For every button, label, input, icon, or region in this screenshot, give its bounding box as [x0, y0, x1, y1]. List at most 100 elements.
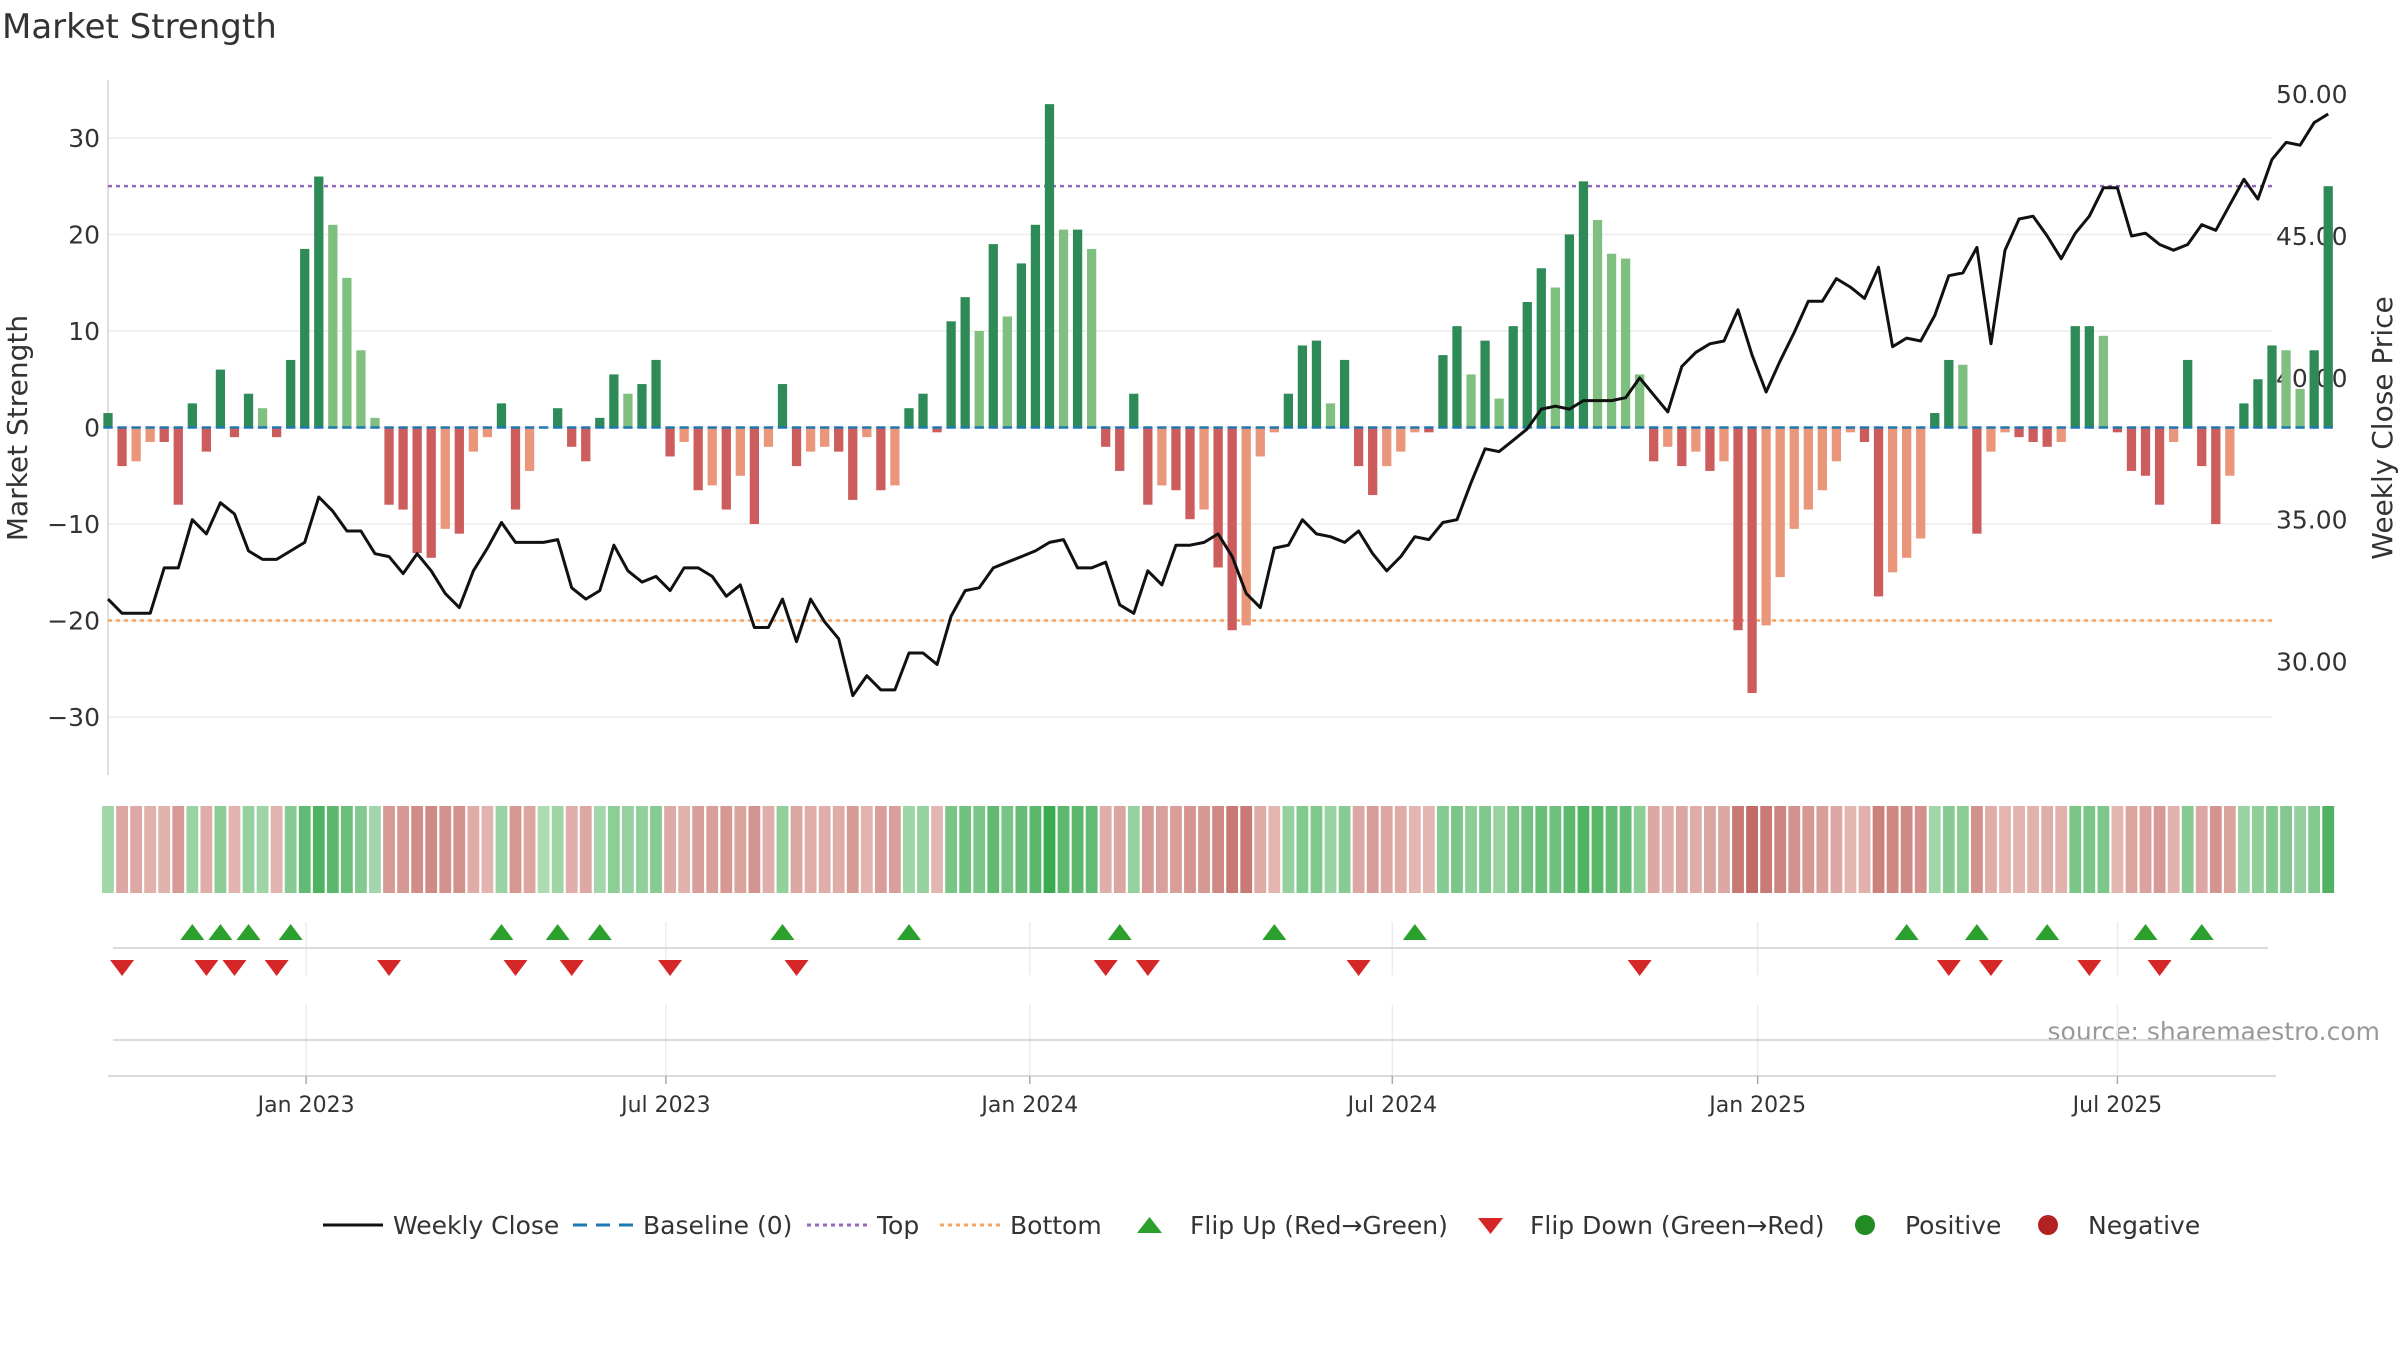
heat-strip-cell — [1605, 806, 1618, 893]
x-tick-label: Jan 2024 — [979, 1093, 1078, 1118]
heat-strip-cell — [2266, 806, 2278, 893]
heat-strip-cell — [678, 806, 691, 893]
heat-strip-cell — [551, 806, 564, 893]
heat-strip-cell — [144, 806, 157, 893]
y-axis-label: Market Strength — [1, 315, 34, 541]
heat-strip-cell — [326, 806, 339, 893]
strength-bar — [257, 408, 268, 428]
heat-strip-cell — [256, 806, 269, 893]
heat-strip-cell — [1352, 806, 1365, 893]
heat-strip-cell — [1493, 806, 1506, 893]
heat-strip-cell — [1985, 806, 1997, 893]
strength-bar — [1157, 427, 1167, 486]
strength-bar — [1972, 427, 1982, 534]
strength-bar — [2197, 427, 2207, 467]
flip-up-marker — [770, 924, 795, 940]
heat-strip-cell — [2280, 806, 2292, 893]
heat-strip-cell — [1928, 806, 1941, 893]
x-tick-label: Jul 2024 — [1346, 1093, 1438, 1118]
strength-bar — [524, 427, 535, 471]
strength-bar — [665, 427, 675, 457]
strength-bar — [862, 427, 872, 438]
heat-strip-cell — [706, 806, 719, 893]
strength-bar — [1592, 219, 1603, 428]
heat-strip-cell — [242, 806, 255, 893]
heat-strip-cell — [1015, 806, 1028, 893]
flip-down-marker — [784, 960, 809, 976]
legend-baseline-label: Baseline (0) — [643, 1211, 792, 1240]
strength-bar — [215, 369, 226, 428]
flip-up-marker — [2133, 924, 2158, 940]
strength-bar — [103, 413, 113, 428]
heat-strip-cell — [1577, 806, 1590, 893]
strength-bar — [1086, 248, 1097, 428]
heat-strip-cell — [1324, 806, 1337, 893]
strength-bar — [918, 393, 928, 428]
heat-strip-cell — [467, 806, 480, 893]
strength-bar — [1269, 427, 1279, 433]
heat-strip-cell — [439, 806, 452, 893]
strength-bar — [1606, 253, 1617, 428]
heat-strip-cell — [1184, 806, 1196, 893]
heat-strip-cell — [130, 806, 143, 893]
flip-down-marker — [2077, 960, 2102, 976]
heat-strip-cell — [383, 806, 395, 893]
heat-strip-cell — [622, 806, 634, 893]
strength-bar — [131, 427, 141, 462]
heat-strip-cell — [1240, 806, 1253, 893]
strength-bar — [1705, 427, 1715, 471]
strength-bar — [1466, 374, 1476, 428]
legend-top: Top — [807, 1211, 919, 1240]
flip-up-marker — [1964, 924, 1989, 940]
strength-bar — [1368, 427, 1378, 496]
strength-bar — [1944, 359, 1954, 428]
heat-strip-cell — [1914, 806, 1927, 893]
legend-negative-label: Negative — [2088, 1211, 2200, 1240]
strength-bar — [1508, 326, 1518, 428]
heat-strip-cell — [790, 806, 803, 893]
heat-strip-cell — [509, 806, 522, 893]
heat-strip-cell — [874, 806, 887, 893]
strength-bar — [553, 408, 563, 428]
legend-flip-up: Flip Up (Red→Green) — [1137, 1211, 1448, 1240]
heat-strip-cell — [2069, 806, 2082, 893]
strength-bar — [721, 427, 731, 510]
heat-strip-cell — [1198, 806, 1210, 893]
strength-bar — [1887, 427, 1898, 573]
heat-strip-cell — [284, 806, 297, 893]
heat-strip-cell — [804, 806, 817, 893]
strength-bar — [1480, 340, 1490, 428]
strength-bar — [960, 297, 970, 428]
strength-bar — [1635, 374, 1645, 428]
heat-strip-cell — [959, 806, 972, 893]
flip-down-marker — [1135, 960, 1160, 976]
strength-bar — [370, 417, 380, 428]
strength-bar — [314, 176, 324, 428]
flip-down-marker — [1936, 960, 1961, 976]
heat-strip-cell — [1563, 806, 1576, 893]
strength-bar — [1115, 427, 1125, 471]
y-tick-label: 30 — [68, 124, 100, 153]
heat-strip-cell — [1380, 806, 1393, 893]
heat-strip-cell — [1465, 806, 1477, 893]
heat-strip-cell — [1113, 806, 1126, 893]
heat-strip-cell — [1507, 806, 1520, 893]
x-tick-label: Jan 2023 — [256, 1093, 355, 1118]
flip-down-marker — [2147, 960, 2172, 976]
strength-bar — [1016, 263, 1027, 428]
strength-bar — [145, 427, 155, 442]
strength-bar — [2042, 427, 2052, 447]
legend-flip-up-marker — [1137, 1217, 1162, 1233]
y2-tick-label: 30.00 — [2276, 648, 2348, 677]
strength-bar — [2168, 427, 2179, 442]
heat-strip-cell — [1661, 806, 1674, 893]
strength-bar — [2112, 427, 2123, 433]
heat-strip-cell — [987, 806, 1000, 893]
x-tick-label: Jan 2025 — [1707, 1093, 1806, 1118]
flip-up-marker — [489, 924, 514, 940]
strength-bar — [2126, 427, 2137, 471]
heat-strip-cell — [1057, 806, 1070, 893]
heat-strip-cell — [425, 806, 438, 893]
heat-strip-cell — [1872, 806, 1885, 893]
legend-negative: Negative — [2038, 1211, 2200, 1240]
